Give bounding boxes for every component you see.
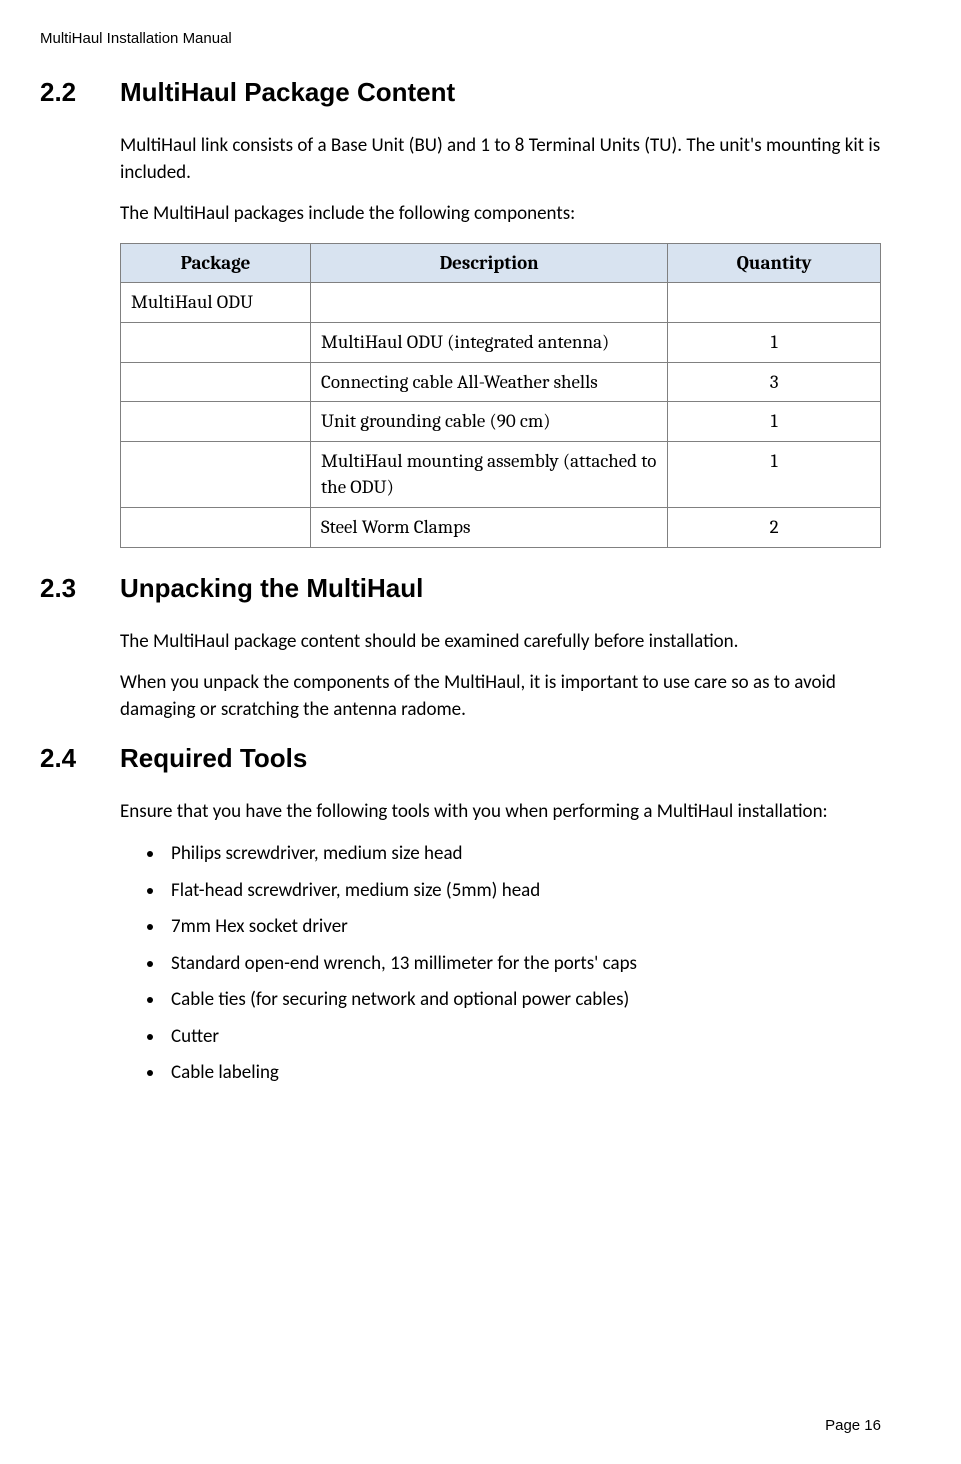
section-number: 2.3: [40, 573, 120, 604]
table-cell-description: [311, 283, 668, 323]
table-cell-package: [121, 441, 311, 507]
section-heading-2-2: 2.2 MultiHaul Package Content: [40, 77, 881, 108]
table-row: Connecting cable All-Weather shells 3: [121, 362, 881, 402]
list-item: Cable labeling: [165, 1060, 881, 1087]
table-cell-quantity: [668, 283, 881, 323]
section-2-3-content: The MultiHaul package content should be …: [120, 629, 881, 724]
list-item: Philips screwdriver, medium size head: [165, 841, 881, 868]
table-cell-quantity: 3: [668, 362, 881, 402]
section-title: MultiHaul Package Content: [120, 77, 455, 108]
table-cell-quantity: 1: [668, 322, 881, 362]
list-item: Flat-head screwdriver, medium size (5mm)…: [165, 878, 881, 905]
paragraph: When you unpack the components of the Mu…: [120, 670, 881, 723]
document-page: MultiHaul Installation Manual 2.2 MultiH…: [0, 0, 961, 1464]
page-header: MultiHaul Installation Manual: [40, 30, 881, 47]
table-header-package: Package: [121, 243, 311, 283]
package-content-table: Package Description Quantity MultiHaul O…: [120, 243, 881, 548]
section-heading-2-4: 2.4 Required Tools: [40, 743, 881, 774]
table-row: Steel Worm Clamps 2: [121, 507, 881, 547]
table-cell-package: MultiHaul ODU: [121, 283, 311, 323]
table-cell-description: Steel Worm Clamps: [311, 507, 668, 547]
table-cell-description: Connecting cable All-Weather shells: [311, 362, 668, 402]
table-cell-description: MultiHaul mounting assembly (attached to…: [311, 441, 668, 507]
section-heading-2-3: 2.3 Unpacking the MultiHaul: [40, 573, 881, 604]
table-cell-package: [121, 322, 311, 362]
section-title: Required Tools: [120, 743, 307, 774]
table-cell-description: MultiHaul ODU (integrated antenna): [311, 322, 668, 362]
table-cell-quantity: 2: [668, 507, 881, 547]
section-title: Unpacking the MultiHaul: [120, 573, 423, 604]
list-item: Cable ties (for securing network and opt…: [165, 987, 881, 1014]
section-2-2-content: MultiHaul link consists of a Base Unit (…: [120, 133, 881, 548]
header-text: MultiHaul Installation Manual: [40, 30, 232, 47]
table-cell-package: [121, 507, 311, 547]
table-cell-package: [121, 402, 311, 442]
table-cell-quantity: 1: [668, 441, 881, 507]
list-item: Standard open-end wrench, 13 millimeter …: [165, 951, 881, 978]
page-number: Page 16: [825, 1417, 881, 1434]
table-row: MultiHaul ODU (integrated antenna) 1: [121, 322, 881, 362]
table-cell-description: Unit grounding cable (90 cm): [311, 402, 668, 442]
page-footer: Page 16: [825, 1417, 881, 1434]
table-header-description: Description: [311, 243, 668, 283]
table-row: Unit grounding cable (90 cm) 1: [121, 402, 881, 442]
paragraph: The MultiHaul package content should be …: [120, 629, 881, 656]
paragraph: Ensure that you have the following tools…: [120, 799, 881, 826]
table-row: MultiHaul mounting assembly (attached to…: [121, 441, 881, 507]
table-header-row: Package Description Quantity: [121, 243, 881, 283]
table-cell-quantity: 1: [668, 402, 881, 442]
section-number: 2.4: [40, 743, 120, 774]
paragraph: MultiHaul link consists of a Base Unit (…: [120, 133, 881, 186]
list-item: Cutter: [165, 1024, 881, 1051]
section-number: 2.2: [40, 77, 120, 108]
section-2-4-content: Ensure that you have the following tools…: [120, 799, 881, 1087]
tools-list: Philips screwdriver, medium size head Fl…: [120, 841, 881, 1087]
table-row: MultiHaul ODU: [121, 283, 881, 323]
list-item: 7mm Hex socket driver: [165, 914, 881, 941]
table-header-quantity: Quantity: [668, 243, 881, 283]
paragraph: The MultiHaul packages include the follo…: [120, 201, 881, 228]
table-cell-package: [121, 362, 311, 402]
